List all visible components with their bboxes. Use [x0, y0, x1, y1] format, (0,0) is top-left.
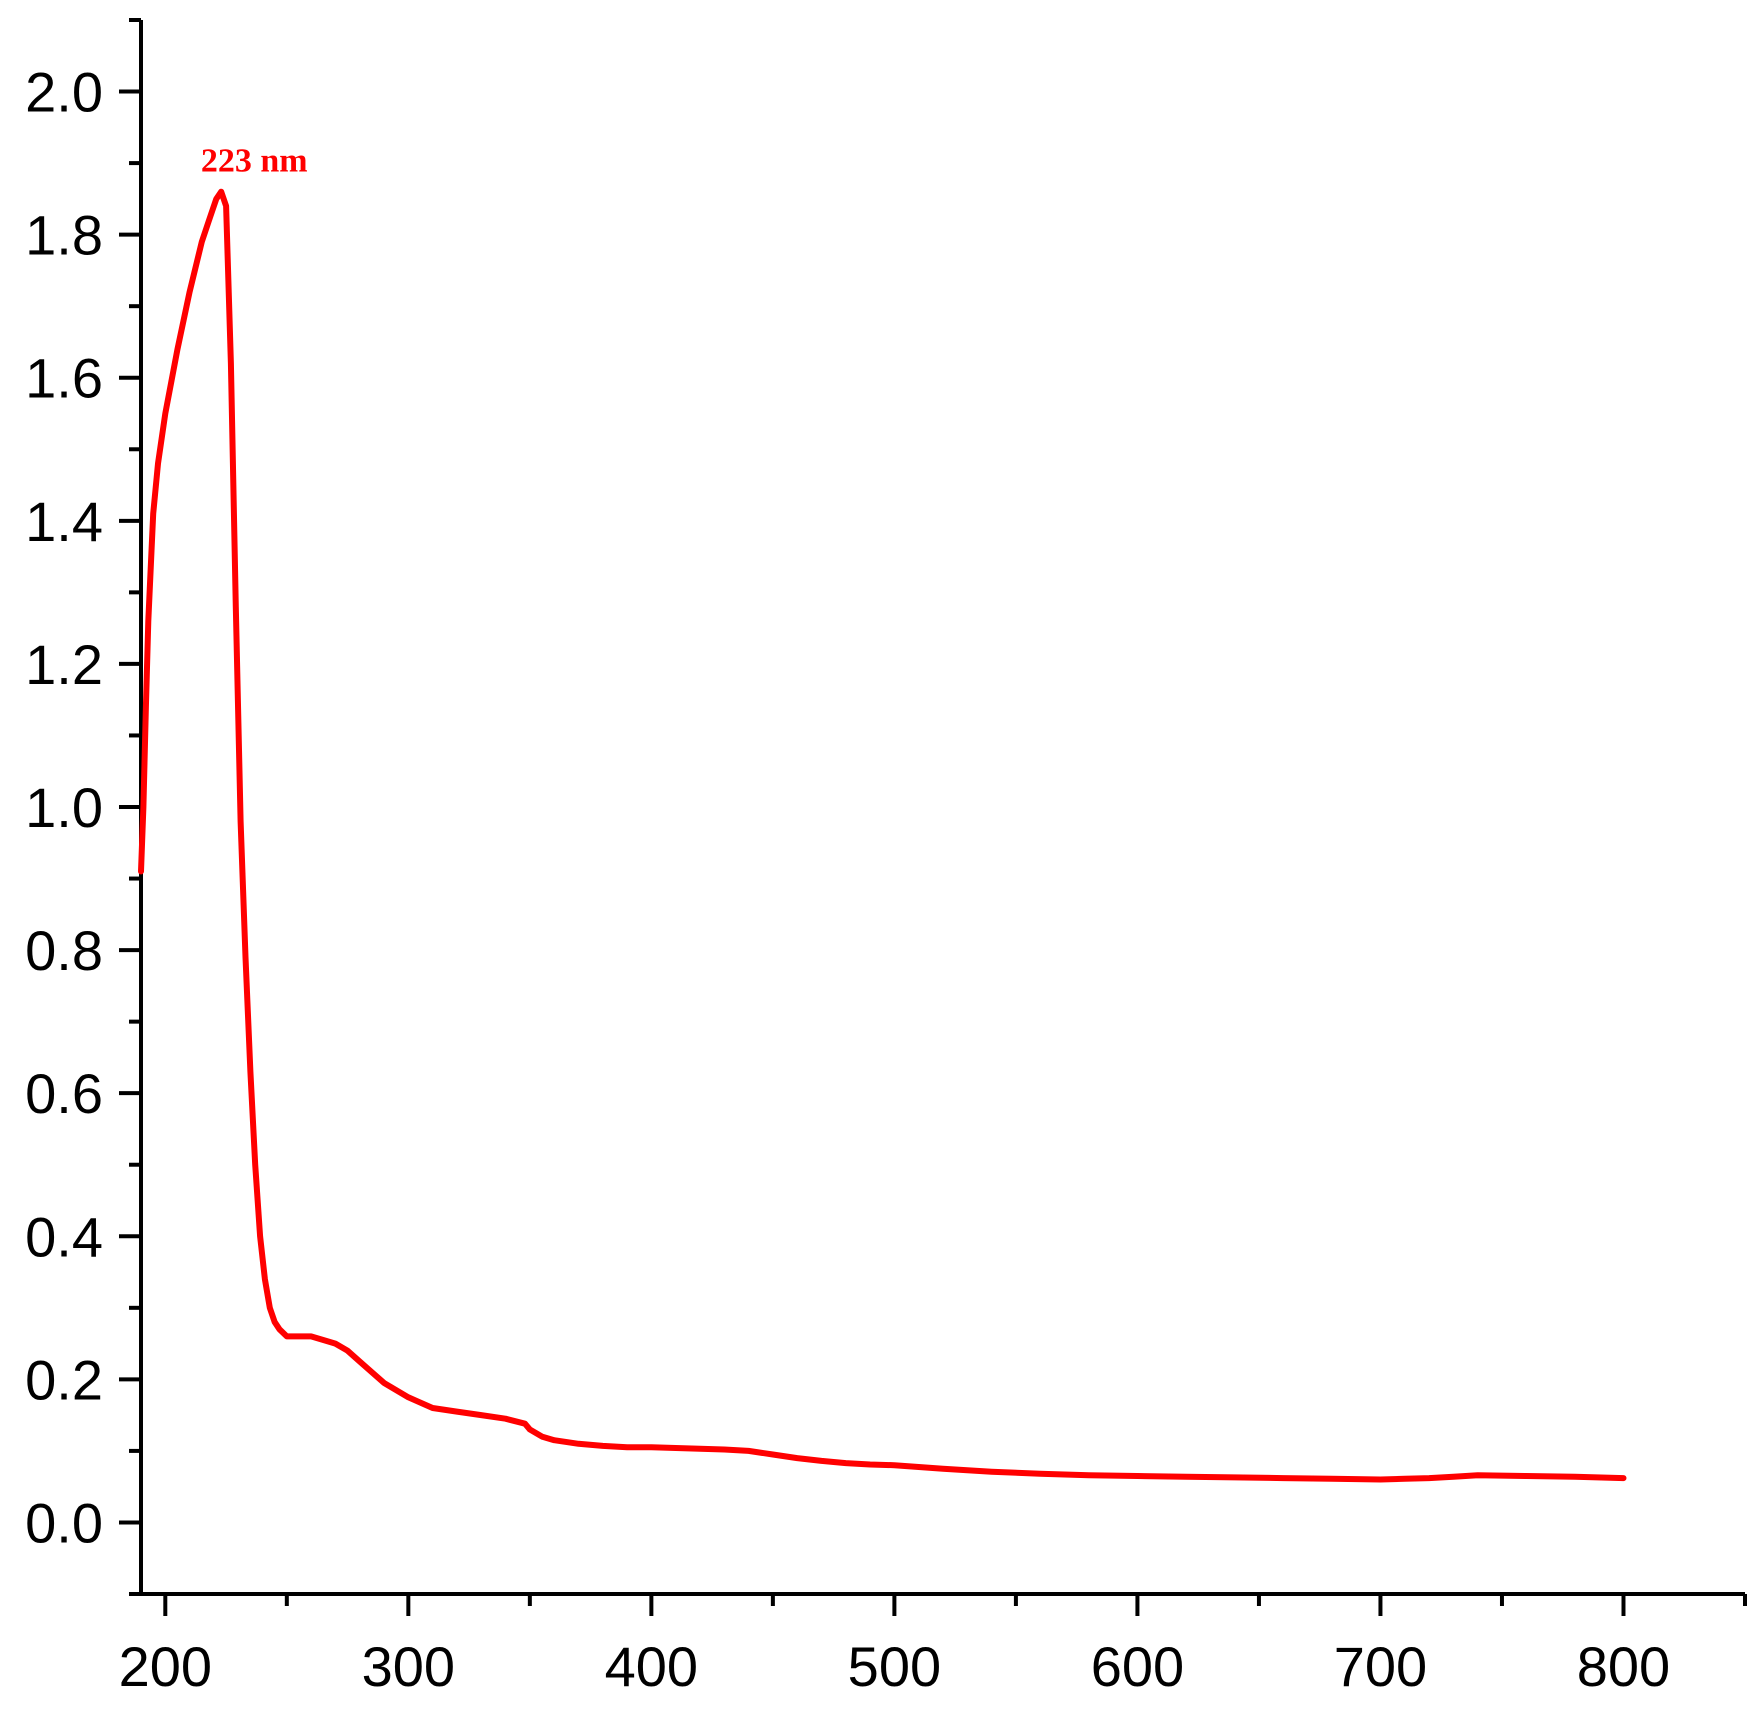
- y-tick-label: 0.6: [25, 1062, 103, 1125]
- x-tick-label: 200: [119, 1635, 212, 1698]
- axes: [139, 20, 1745, 1596]
- annotation-group: 223 nm: [201, 143, 308, 180]
- x-tick-label: 800: [1577, 1635, 1670, 1698]
- y-tick-label: 1.0: [25, 776, 103, 839]
- series-group: [138, 188, 1627, 1483]
- y-tick-label: 1.8: [25, 204, 103, 267]
- x-axis-ticks: 200 300 400 500 600 700 800: [119, 1594, 1747, 1698]
- y-tick-label: 1.2: [25, 633, 103, 696]
- y-axis-ticks: 0.0 0.2 0.4 0.6 0.8 1.0 1.2 1.4 1.6 1.8 2.0: [25, 18, 141, 1596]
- x-tick-label: 700: [1334, 1635, 1427, 1698]
- absorbance-series-line: [138, 188, 1627, 1483]
- peak-annotation: 223 nm: [201, 143, 308, 180]
- y-tick-label: 1.6: [25, 347, 103, 410]
- x-tick-label: 400: [605, 1635, 698, 1698]
- y-tick-label: 2.0: [25, 61, 103, 124]
- y-tick-label: 0.2: [25, 1348, 103, 1411]
- y-tick-label: 1.4: [25, 490, 103, 553]
- y-tick-label: 0.4: [25, 1205, 103, 1268]
- x-tick-label: 500: [848, 1635, 941, 1698]
- y-tick-label: 0.8: [25, 919, 103, 982]
- y-tick-label: 0.0: [25, 1491, 103, 1554]
- x-tick-label: 300: [362, 1635, 455, 1698]
- x-tick-label: 600: [1091, 1635, 1184, 1698]
